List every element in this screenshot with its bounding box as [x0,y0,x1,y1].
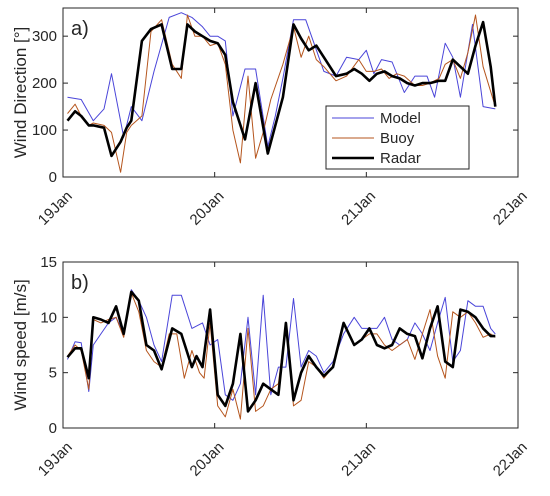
x-tick-label: 21Jan [338,439,379,480]
panel-label: a) [71,18,89,40]
y-tick-label: 200 [32,75,57,92]
x-tick-label: 21Jan [338,188,379,229]
x-tick-label: 19Jan [35,439,76,480]
plot-area-panel-2 [62,261,519,429]
y-tick-label: 5 [49,365,57,382]
y-tick-label: 15 [40,254,57,271]
y-tick-label: 300 [32,28,57,45]
series-line-model [67,12,496,147]
y-tick-label: 10 [40,309,57,326]
series-line-buoy [67,292,496,420]
y-tick-label: 100 [32,122,57,139]
x-tick-label: 22Jan [490,188,531,229]
x-tick-label: 19Jan [35,188,76,229]
series-line-radar [66,290,496,413]
legend-label-buoy: Buoy [380,130,415,147]
y-tick-label: 0 [49,420,57,437]
y-axis-label: Wind Direction [°] [11,27,30,159]
legend-label-radar: Radar [380,150,421,167]
x-tick-label: 20Jan [187,188,228,229]
series-line-buoy [67,14,496,173]
x-tick-label: 22Jan [490,439,531,480]
y-axis-label: Wind speed [m/s] [11,279,30,410]
panel-label: b) [71,272,89,294]
series-line-radar [66,20,497,158]
legend-label-model: Model [380,110,421,127]
x-tick-label: 20Jan [187,439,228,480]
y-tick-label: 0 [49,169,57,186]
